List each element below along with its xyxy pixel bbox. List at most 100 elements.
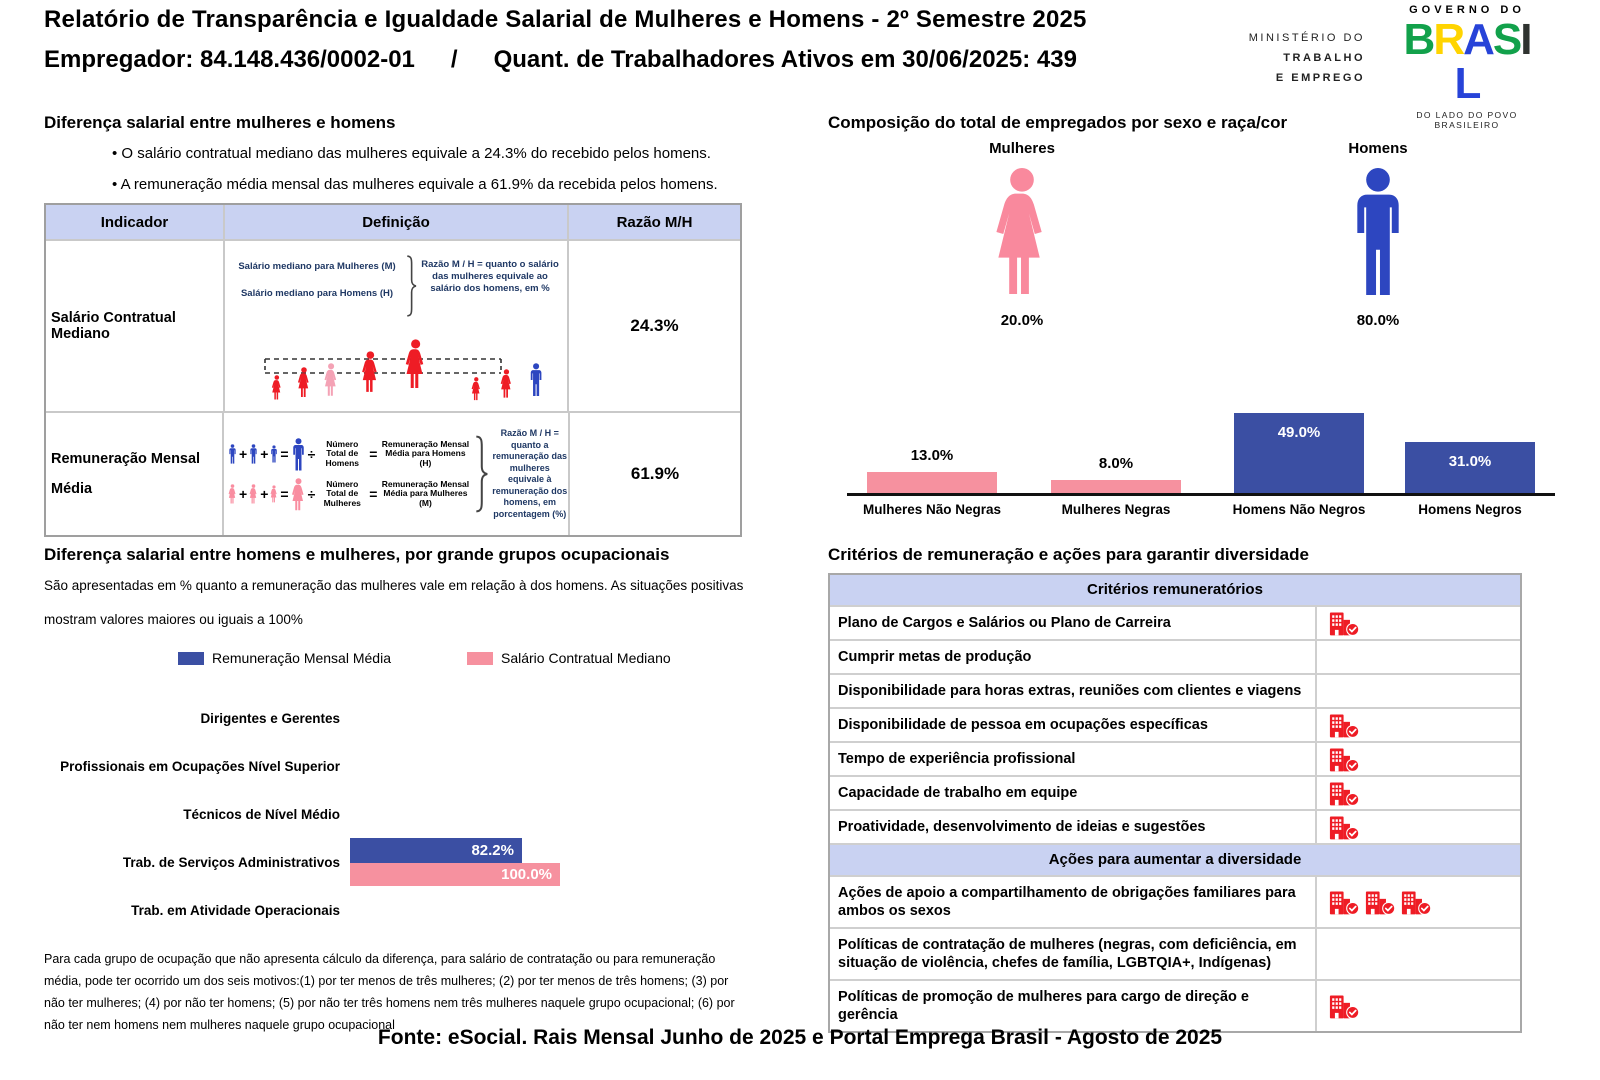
criteria-section-header: Ações para aumentar a diversidade [830,843,1520,875]
government-tagline: DO LADO DO POVO BRASILEIRO [1416,110,1518,130]
blue-swatch-icon [178,651,204,665]
criteria-row: Ações de apoio a compartilhamento de obr… [830,875,1520,927]
col-indicador: Indicador [46,205,223,239]
criteria-row: Capacidade de trabalho em equipe [830,775,1520,809]
active-workers-count: Quant. de Trabalhadores Ativos em 30/06/… [493,46,1077,73]
company-check-icon [1329,889,1360,916]
remuneracao-bar: 82.2% [350,838,522,863]
women-label: Mulheres [989,140,1055,157]
salary-gap-bullet-2: • A remuneração média mensal das mulhere… [112,176,718,193]
company-check-icon [1365,889,1396,916]
criteria-row: Plano de Cargos e Salários ou Plano de C… [830,605,1520,639]
ministry-line3: E EMPREGO [1275,72,1365,84]
col-razao: Razão M/H [566,205,740,239]
salary-gap-heading: Diferença salarial entre mulheres e home… [44,113,396,132]
occupation-row: Trab. em Atividade Operacionais [131,902,340,918]
ministry-line2: TRABALHO [1283,52,1365,64]
ratio-value: 61.9% [568,413,740,535]
brace-icon [404,255,418,317]
criteria-row: Disponibilidade para horas extras, reuni… [830,673,1520,707]
men-average-formula: + + = ÷ Número Total de Homens = Remuner… [228,438,471,471]
indicator-name: Remuneração Mensal Média [51,451,201,497]
indicator-name: Salário Contratual Mediano [51,310,176,342]
def-men-median: Salário mediano para Homens (H) [240,288,394,299]
ministry-line1: MINISTÉRIO DO [1248,32,1365,44]
definition-cell: + + = ÷ Número Total de Homens = Remuner… [222,413,568,535]
company-check-icon [1329,610,1360,637]
subtitle-separator: / [450,46,458,73]
occupation-row: Profissionais em Ocupações Nível Superio… [60,758,340,774]
men-label: Homens [1348,140,1408,157]
government-brasil-logo: GOVERNO DO BRASIL DO LADO DO POVO BRASIL… [1392,4,1542,130]
race-gender-bar-chart: 13.0% 8.0% 49.0% 31.0% Mulheres Não Negr… [847,400,1555,540]
pink-swatch-icon [466,651,493,665]
company-check-icon [1329,746,1360,773]
women-value: 20.0% [1000,312,1044,329]
company-check-icon [1329,712,1360,739]
salario-bar: 100.0% [350,863,560,886]
criteria-heading: Critérios de remuneração e ações para ga… [828,545,1309,564]
chart-legend: Remuneração Mensal Média Salário Contrat… [178,650,671,666]
criteria-section-header: Critérios remuneratórios [830,575,1520,605]
woman-icon [291,478,306,511]
criteria-row: Políticas de contratação de mulheres (ne… [830,927,1520,979]
man-icon [249,444,258,464]
people-comparison-graphic [264,319,565,411]
table-row-salario-mediano: Salário Contratual Mediano Salário media… [46,239,740,411]
composition-heading: Composição do total de empregados por se… [828,113,1288,132]
legend-salario: Salário Contratual Mediano [466,650,671,666]
criteria-row: Disponibilidade de pessoa em ocupações e… [830,707,1520,741]
man-icon [270,445,278,463]
table-row-remuneracao-media: Remuneração Mensal Média + + = ÷ Número … [46,411,740,535]
bar-homens-nao-negros: 49.0% [1234,413,1364,493]
bar-homens-negros: 31.0% [1405,442,1535,493]
occupation-heading: Diferença salarial entre homens e mulher… [44,545,670,564]
ratio-value: 24.3% [567,241,740,411]
category-label: Homens Negros [1418,502,1522,517]
criteria-row: Proatividade, desenvolvimento de ideias … [830,809,1520,843]
page-subtitle: Empregador: 84.148.436/0002-01 / Quant. … [44,46,1077,74]
woman-icon [249,484,258,504]
indicator-table: Indicador Definição Razão M/H Salário Co… [44,203,742,537]
bar-mulheres-negras: 8.0% [1051,455,1181,493]
salary-gap-bullet-1: • O salário contratual mediano das mulhe… [112,145,711,162]
company-check-icon [1401,889,1432,916]
men-share-block: Homens 80.0% [1298,140,1458,329]
occupation-bar-chart: Dirigentes e Gerentes Profissionais em O… [44,694,784,934]
company-check-icon [1329,993,1360,1020]
company-check-icon [1329,780,1360,807]
ministry-logo: MINISTÉRIO DO TRABALHO E EMPREGO [1205,28,1365,88]
occupation-row: Trab. de Serviços Administrativos 82.2% … [44,838,784,886]
category-label: Homens Não Negros [1232,502,1366,517]
col-definicao: Definição [222,205,567,239]
woman-icon [270,485,278,503]
women-share-block: Mulheres 20.0% [942,140,1102,329]
occupation-desc-line2: mostram valores maiores ou iguais a 100% [44,612,303,627]
criteria-row: Cumprir metas de produção [830,639,1520,673]
employer-id: Empregador: 84.148.436/0002-01 [44,46,415,73]
ratio-note: Razão M / H = quanto o salário das mulhe… [421,259,559,294]
bar-mulheres-nao-negras: 13.0% [867,447,997,493]
women-average-formula: + + = ÷ Número Total de Mulheres = Remun… [228,478,471,511]
man-icon [291,438,306,471]
source-footer: Fonte: eSocial. Rais Mensal Junho de 202… [377,1026,1223,1049]
brace-icon [474,427,488,521]
indicator-table-header: Indicador Definição Razão M/H [46,205,740,239]
woman-icon [228,484,237,504]
criteria-table: Critérios remuneratórios Plano de Cargos… [828,573,1522,1033]
def-women-median: Salário mediano para Mulheres (M) [238,261,396,272]
company-check-icon [1329,814,1360,841]
occupation-row: Dirigentes e Gerentes [200,710,340,726]
brasil-wordmark: BRASIL [1403,15,1533,108]
men-value: 80.0% [1356,312,1400,329]
x-axis [847,493,1555,496]
governo-do-label: GOVERNO DO [1409,4,1525,16]
criteria-row: Políticas de promoção de mulheres para c… [830,979,1520,1031]
legend-remuneracao: Remuneração Mensal Média [178,650,391,666]
criteria-row: Tempo de experiência profissional [830,741,1520,775]
occupation-row: Técnicos de Nível Médio [183,806,340,822]
definition-cell: Salário mediano para Mulheres (M) Salári… [223,241,567,411]
woman-icon [992,167,1052,297]
man-icon [228,444,237,464]
